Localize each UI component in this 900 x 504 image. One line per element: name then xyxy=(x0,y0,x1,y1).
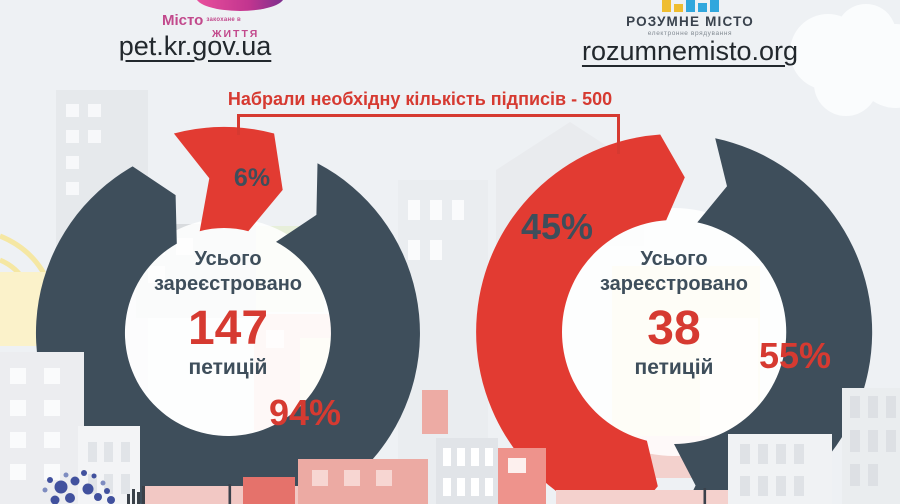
center-line2: зареєстровано xyxy=(154,273,302,295)
pet-kr-gov-ua-link[interactable]: pet.kr.gov.ua xyxy=(118,31,272,61)
percent-label-reached-right: 45% xyxy=(520,206,594,247)
percent-label-reached-left: 6% xyxy=(233,164,271,192)
chart-pointer-sticks xyxy=(228,484,707,504)
percent-label-other-left: 94% xyxy=(268,392,342,433)
petition-unit: петицій xyxy=(634,356,714,380)
chart-center-label-pet: Усього зареєстровано 147 петицій xyxy=(118,247,338,380)
logo-skyline-bars xyxy=(600,0,780,12)
petition-count: 38 xyxy=(647,302,701,355)
cloud-shape xyxy=(790,4,900,116)
bracket-line-left xyxy=(237,114,240,135)
pastel-blocks-left xyxy=(136,224,346,430)
yellow-arcs-decoration xyxy=(0,233,61,346)
blue-dots-cluster xyxy=(42,470,115,504)
banner-title: Набрали необхідну кількість підписів - 5… xyxy=(227,89,613,109)
far-buildings xyxy=(56,90,644,504)
petition-count: 147 xyxy=(187,302,269,355)
center-line1: Усього xyxy=(640,248,708,270)
petition-unit: петицій xyxy=(188,356,268,380)
donut-chart-pet xyxy=(36,126,420,504)
center-line1: Усього xyxy=(194,248,262,270)
donut-chart-rozumnemisto xyxy=(476,134,873,504)
misto-zakokhane-v-zhyttia-logo: Місто закохане в ЖИТТЯ xyxy=(148,0,318,39)
logo-tagline: закохане в xyxy=(206,17,241,23)
logo-subtitle: електронне врядування xyxy=(647,30,733,37)
foreground-buildings xyxy=(0,352,900,504)
center-line2: зареєстровано xyxy=(600,273,748,295)
bracket-line-right xyxy=(617,114,620,154)
logo-title: Місто xyxy=(162,12,204,29)
chart-center-label-rozumnemisto: Усього зареєстровано 38 петицій xyxy=(564,247,784,380)
rozumne-misto-logo: РОЗУМНЕ МІСТО електронне врядування xyxy=(600,0,780,37)
percent-label-other-right: 55% xyxy=(758,335,832,376)
bar-chart-icon xyxy=(127,486,145,504)
rozumnemisto-org-link[interactable]: rozumnemisto.org xyxy=(581,36,799,66)
logo-bottom-word: ЖИТТЯ xyxy=(212,28,260,40)
pastel-blocks-right xyxy=(592,266,760,478)
logo-swoosh-shape xyxy=(197,0,283,11)
bracket-line-horizontal xyxy=(237,114,620,117)
logo-title: РОЗУМНЕ МІСТО xyxy=(626,14,754,29)
